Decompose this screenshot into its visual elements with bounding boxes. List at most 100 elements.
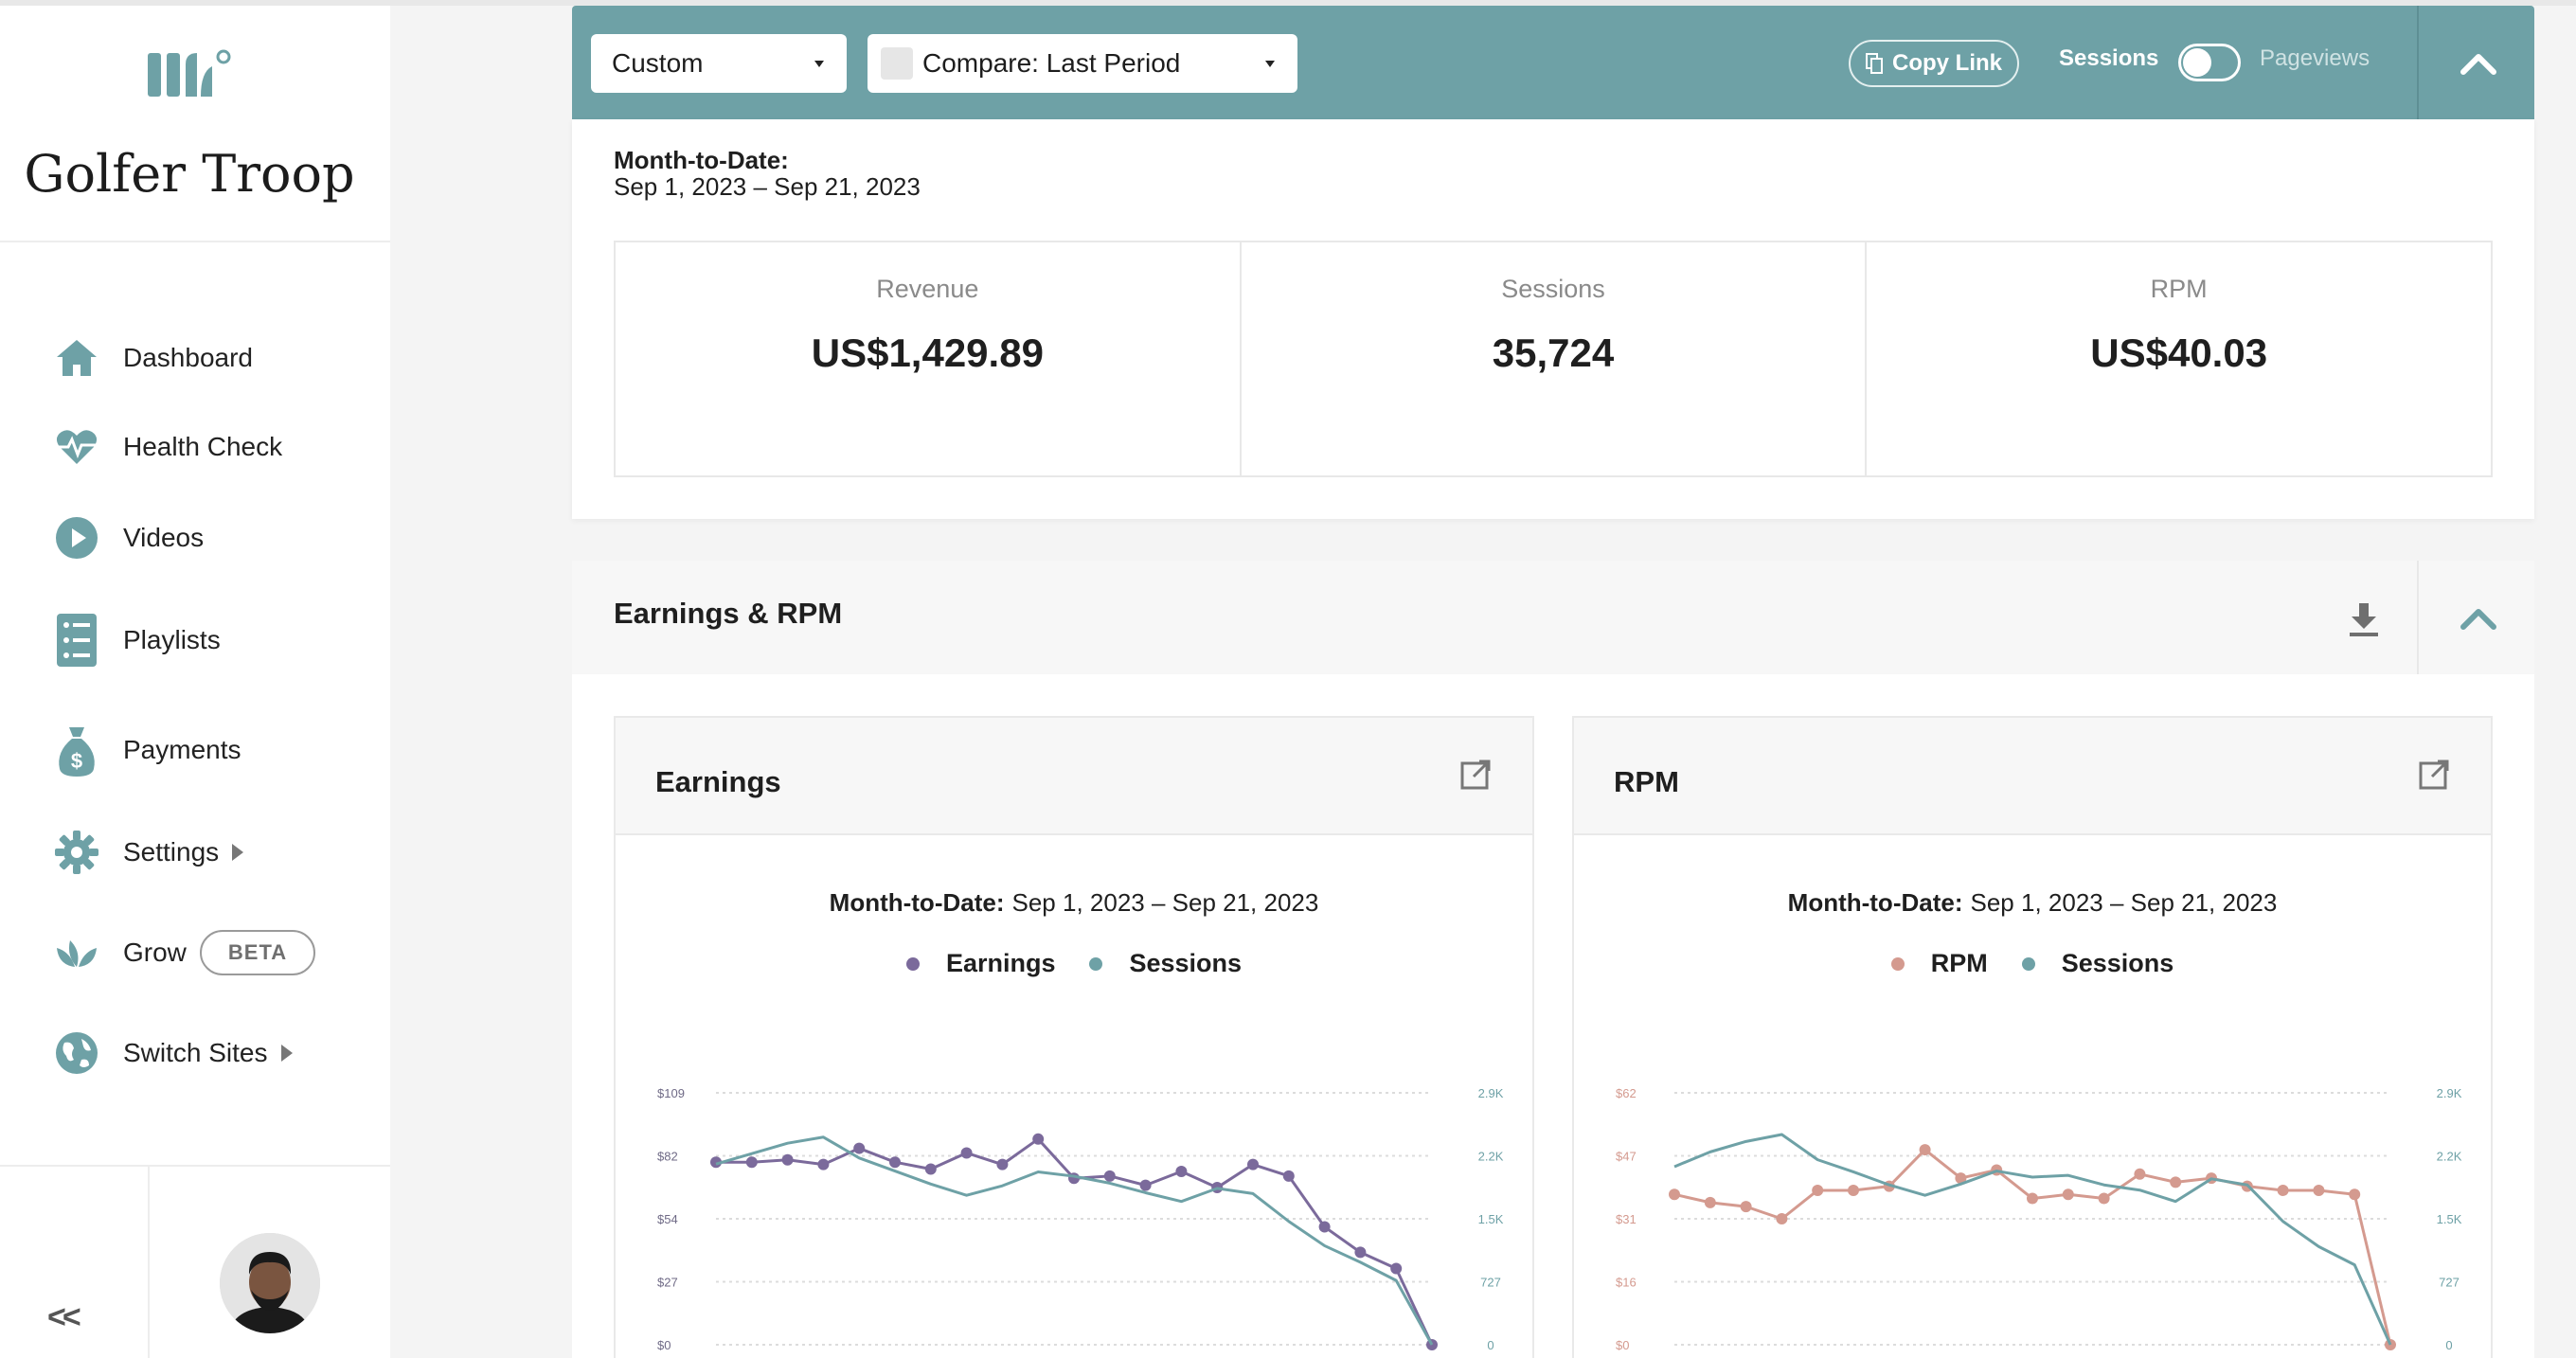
legend-item[interactable]: Sessions xyxy=(1089,949,1242,978)
collapse-filters-button[interactable] xyxy=(2445,30,2512,97)
beta-badge: BETA xyxy=(199,930,316,975)
filter-bar: Custom Compare: Last Period Copy Link Se… xyxy=(572,6,2534,119)
data-point-rpm[interactable] xyxy=(2170,1176,2182,1188)
chart-subtitle-label: Month-to-Date: xyxy=(829,888,1005,917)
sidebar-item-grow[interactable]: Grow BETA xyxy=(53,924,316,981)
chart-subtitle-range: Sep 1, 2023 – Sep 21, 2023 xyxy=(1011,888,1319,917)
sidebar-item-label: Grow xyxy=(123,938,187,967)
data-point-rpm[interactable] xyxy=(1669,1188,1680,1201)
sessions-pageviews-toggle[interactable] xyxy=(2178,44,2241,81)
chart-title: RPM xyxy=(1614,765,1679,798)
chevron-down-icon xyxy=(814,61,824,67)
data-point-rpm[interactable] xyxy=(1704,1196,1716,1208)
sidebar-item-videos[interactable]: Videos xyxy=(53,509,204,566)
legend-label: Sessions xyxy=(1129,949,1243,977)
data-point-rpm[interactable] xyxy=(1740,1201,1752,1213)
y-tick-right: 1.5K xyxy=(1478,1212,1504,1226)
sidebar-item-payments[interactable]: $ Payments xyxy=(53,722,242,778)
data-point-earnings[interactable] xyxy=(1139,1179,1152,1191)
data-point-rpm[interactable] xyxy=(2313,1184,2325,1196)
legend-item[interactable]: Sessions xyxy=(2021,949,2174,978)
period-label: Month-to-Date: xyxy=(614,146,789,174)
data-point-earnings[interactable] xyxy=(1318,1221,1331,1233)
y-tick-left: $31 xyxy=(1616,1212,1637,1226)
heart-pulse-icon xyxy=(53,423,100,471)
data-point-earnings[interactable] xyxy=(960,1147,973,1159)
section-header: Earnings & RPM xyxy=(572,561,2534,674)
sidebar-item-dashboard[interactable]: Dashboard xyxy=(53,330,253,386)
data-point-earnings[interactable] xyxy=(924,1163,937,1175)
data-point-earnings[interactable] xyxy=(853,1142,866,1154)
chevron-up-icon xyxy=(2460,609,2496,630)
data-point-rpm[interactable] xyxy=(2027,1192,2038,1205)
data-point-earnings[interactable] xyxy=(710,1156,722,1169)
play-circle-icon xyxy=(53,514,100,562)
collapse-section-button[interactable] xyxy=(2445,585,2512,652)
data-point-earnings[interactable] xyxy=(1247,1158,1259,1170)
legend-label: RPM xyxy=(1930,949,1988,977)
sidebar-item-playlists[interactable]: Playlists xyxy=(53,612,221,669)
open-external-icon[interactable] xyxy=(2417,758,2451,792)
data-point-rpm[interactable] xyxy=(1848,1184,1859,1196)
download-button[interactable] xyxy=(2341,597,2387,642)
data-point-earnings[interactable] xyxy=(781,1153,794,1166)
data-point-earnings[interactable] xyxy=(1103,1170,1116,1182)
chevron-down-icon xyxy=(1265,61,1275,67)
avatar[interactable] xyxy=(220,1233,320,1333)
sidebar-item-settings[interactable]: Settings xyxy=(53,824,244,881)
data-point-rpm[interactable] xyxy=(2277,1184,2289,1196)
data-point-rpm[interactable] xyxy=(1776,1213,1788,1224)
data-point-earnings[interactable] xyxy=(1354,1246,1367,1259)
sidebar-item-health-check[interactable]: Health Check xyxy=(53,419,282,475)
y-tick-left: $47 xyxy=(1616,1150,1637,1164)
sidebar: Golfer Troop Dashboard Health Check Vide… xyxy=(0,6,390,1358)
copy-link-button[interactable]: Copy Link xyxy=(1849,40,2019,87)
compare-select[interactable]: Compare: Last Period xyxy=(868,34,1297,93)
data-point-earnings[interactable] xyxy=(817,1158,830,1170)
y-tick-left: $27 xyxy=(657,1276,678,1290)
series-line-sessions xyxy=(715,1135,1434,1346)
kpi-title: RPM xyxy=(2150,275,2208,303)
legend-item[interactable]: RPM xyxy=(1890,949,1988,978)
data-point-earnings[interactable] xyxy=(889,1156,901,1169)
open-external-icon[interactable] xyxy=(1458,758,1493,792)
data-point-rpm[interactable] xyxy=(2062,1188,2074,1201)
kpi-rpm: RPM US$40.03 xyxy=(1867,242,2491,475)
data-point-earnings[interactable] xyxy=(1390,1262,1403,1275)
y-tick-right: 2.9K xyxy=(1478,1086,1504,1100)
top-edge xyxy=(0,0,2576,6)
data-point-earnings[interactable] xyxy=(1032,1133,1045,1145)
compare-checkbox[interactable] xyxy=(881,47,913,80)
data-point-earnings[interactable] xyxy=(1175,1165,1188,1177)
data-point-rpm[interactable] xyxy=(2098,1192,2110,1205)
chart-header: RPM xyxy=(1574,718,2491,835)
divider xyxy=(2417,6,2419,119)
y-tick-right: 2.9K xyxy=(2437,1086,2462,1100)
download-icon xyxy=(2350,603,2378,636)
data-point-rpm[interactable] xyxy=(2349,1188,2361,1201)
data-point-earnings[interactable] xyxy=(1282,1170,1295,1182)
legend-label: Earnings xyxy=(945,949,1056,977)
date-range-value: Custom xyxy=(612,48,704,78)
data-point-rpm[interactable] xyxy=(1955,1172,1967,1185)
collapse-sidebar-button[interactable]: << xyxy=(47,1299,81,1335)
data-point-rpm[interactable] xyxy=(1812,1184,1824,1196)
toggle-sessions-label: Sessions xyxy=(2059,45,2159,71)
data-point-earnings[interactable] xyxy=(745,1156,758,1169)
y-tick-right: 1.5K xyxy=(2437,1212,2462,1226)
data-point-rpm[interactable] xyxy=(1919,1144,1931,1156)
list-icon xyxy=(53,614,100,667)
divider xyxy=(0,1165,390,1167)
sidebar-item-switch-sites[interactable]: Switch Sites xyxy=(53,1025,293,1081)
date-range-select[interactable]: Custom xyxy=(591,34,847,93)
y-tick-left: $0 xyxy=(657,1338,671,1352)
globe-icon xyxy=(53,1029,100,1077)
data-point-earnings[interactable] xyxy=(996,1158,1009,1170)
divider xyxy=(2417,561,2419,674)
period-range: Sep 1, 2023 – Sep 21, 2023 xyxy=(614,172,921,201)
data-point-rpm[interactable] xyxy=(2134,1168,2146,1180)
caret-right-icon xyxy=(280,1045,293,1062)
legend-item[interactable]: Earnings xyxy=(905,949,1056,978)
caret-right-icon xyxy=(232,844,244,861)
toggle-pageviews-label: Pageviews xyxy=(2260,45,2370,71)
